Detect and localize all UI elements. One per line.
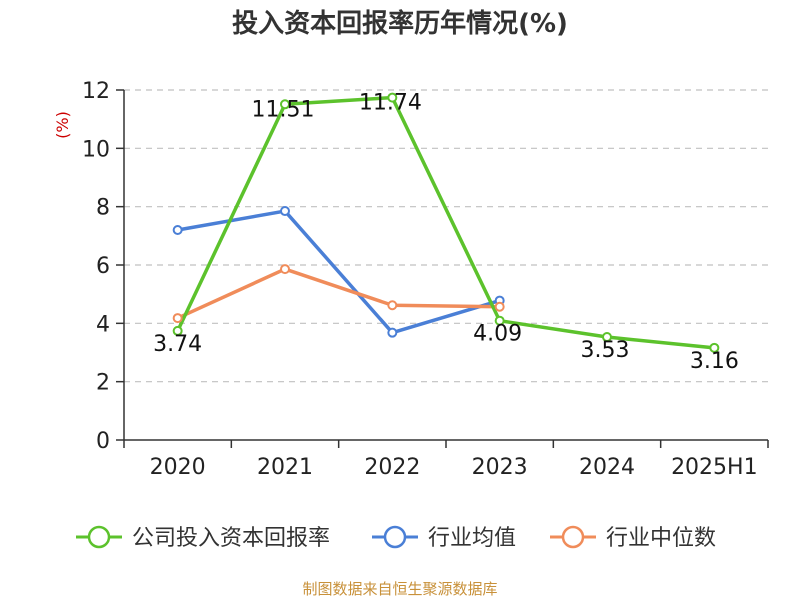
series-point-2	[387, 300, 398, 311]
legend-swatch-marker	[87, 525, 111, 549]
data-label: 3.53	[581, 338, 630, 363]
y-tick-label: 10	[82, 137, 110, 162]
y-tick-label: 2	[96, 371, 110, 396]
legend-label: 行业均值	[428, 526, 516, 551]
legend: 公司投入资本回报率 行业均值 行业中位数	[76, 525, 716, 551]
legend-item[interactable]: 行业均值	[372, 525, 516, 551]
axes	[116, 89, 769, 448]
y-tick-labels: 0 2 4 6 8 10 12	[82, 79, 110, 454]
grid	[124, 89, 768, 383]
series-point-1	[172, 225, 183, 235]
legend-item[interactable]: 行业中位数	[550, 525, 716, 551]
legend-swatch-marker	[561, 525, 585, 549]
y-axis-label: (%)	[53, 111, 72, 139]
series-point-1	[280, 206, 290, 217]
series-point-0	[494, 315, 505, 326]
data-labels: 3.74 11.51 11.74 4.09 3.53 3.16	[153, 91, 739, 374]
y-tick-label: 8	[96, 196, 110, 221]
series-point-0	[387, 92, 398, 103]
series-point-0	[602, 332, 612, 343]
series-line-0	[176, 95, 715, 350]
source-note: 制图数据来自恒生聚源数据库	[302, 580, 497, 598]
data-label: 11.74	[359, 91, 422, 116]
legend-swatch-marker	[383, 525, 407, 549]
series-point-1	[387, 327, 398, 338]
data-label: 3.16	[690, 349, 739, 374]
series-lines	[176, 95, 715, 350]
y-tick-label: 4	[96, 312, 110, 337]
series-point-0	[709, 342, 720, 353]
legend-label: 行业中位数	[606, 526, 716, 551]
chart-title: 投入资本回报率历年情况(%)	[232, 8, 568, 39]
series-point-0	[172, 325, 183, 336]
x-tick-label: 2020	[150, 455, 206, 480]
y-tick-label: 0	[96, 429, 110, 454]
x-tick-label: 2023	[472, 455, 528, 480]
series-line-2	[176, 267, 500, 320]
y-tick-label: 12	[82, 79, 110, 104]
x-tick-label: 2025H1	[671, 455, 758, 480]
legend-label: 公司投入资本回报率	[132, 526, 330, 551]
x-tick-label: 2022	[364, 455, 420, 480]
series-point-2	[172, 313, 183, 324]
legend-item[interactable]: 公司投入资本回报率	[76, 525, 330, 551]
y-tick-label: 6	[96, 254, 110, 279]
data-label: 4.09	[473, 322, 522, 347]
data-label: 11.51	[252, 97, 315, 122]
data-label: 3.74	[153, 332, 202, 357]
series-points	[172, 92, 720, 353]
x-tick-label: 2024	[579, 455, 635, 480]
series-point-2	[280, 264, 290, 275]
x-tick-label: 2021	[257, 455, 313, 480]
x-tick-labels: 2020 2021 2022 2023 2024 2025H1	[150, 455, 758, 480]
series-point-0	[280, 99, 290, 110]
series-point-2	[494, 301, 505, 312]
